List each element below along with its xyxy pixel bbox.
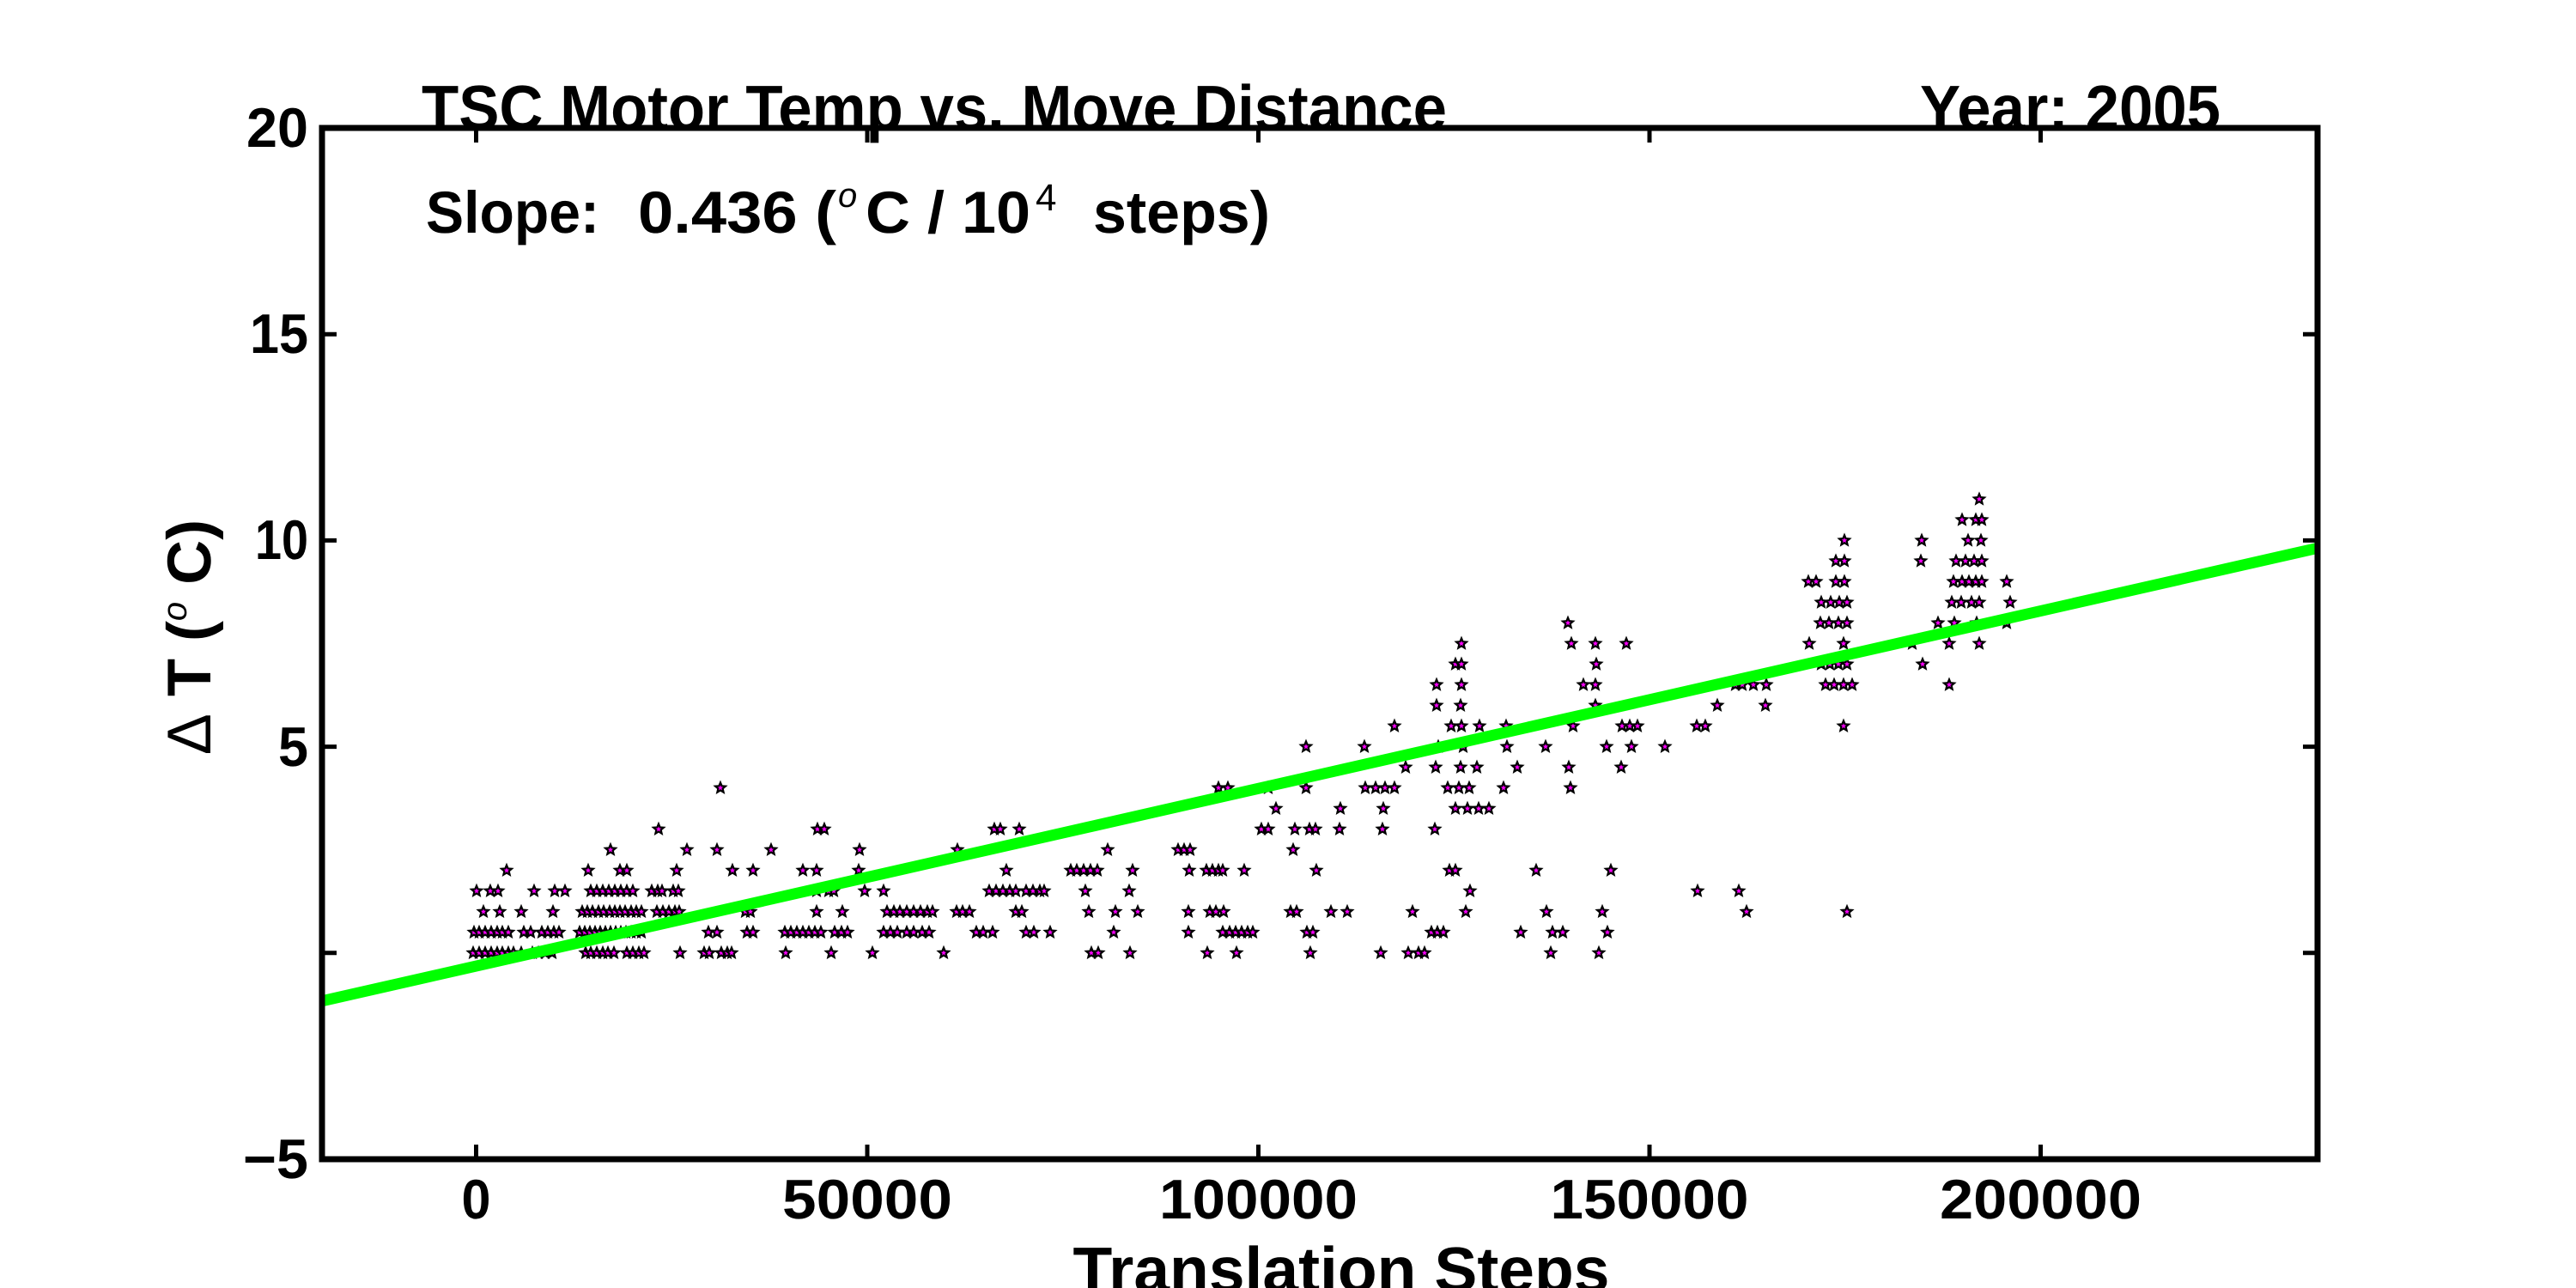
svg-text:C / 10: C / 10 (866, 179, 1030, 246)
svg-text:100000: 100000 (1159, 1168, 1358, 1230)
svg-text:TSC Motor Temp vs. Move Distan: TSC Motor Temp vs. Move Distance (422, 72, 1447, 143)
svg-text:150000: 150000 (1551, 1168, 1749, 1230)
svg-text:−5: −5 (243, 1127, 308, 1190)
svg-text:Slope:: Slope: (426, 179, 599, 246)
svg-text:10: 10 (255, 508, 308, 571)
svg-text:o: o (838, 177, 857, 215)
svg-text:15: 15 (250, 302, 308, 365)
svg-text:5: 5 (278, 715, 308, 778)
svg-text:0.436 (: 0.436 ( (638, 179, 836, 246)
svg-text:steps): steps) (1093, 179, 1270, 246)
svg-text:Translation Steps: Translation Steps (1073, 1234, 1610, 1288)
svg-text:4: 4 (1036, 177, 1056, 219)
svg-text:Δ T (o C): Δ T (o C) (155, 519, 224, 755)
svg-text:20: 20 (246, 96, 308, 159)
svg-text:0: 0 (462, 1168, 491, 1230)
svg-text:50000: 50000 (782, 1168, 952, 1230)
svg-text:200000: 200000 (1940, 1168, 2142, 1230)
svg-text:Year: 2005: Year: 2005 (1920, 72, 2221, 143)
